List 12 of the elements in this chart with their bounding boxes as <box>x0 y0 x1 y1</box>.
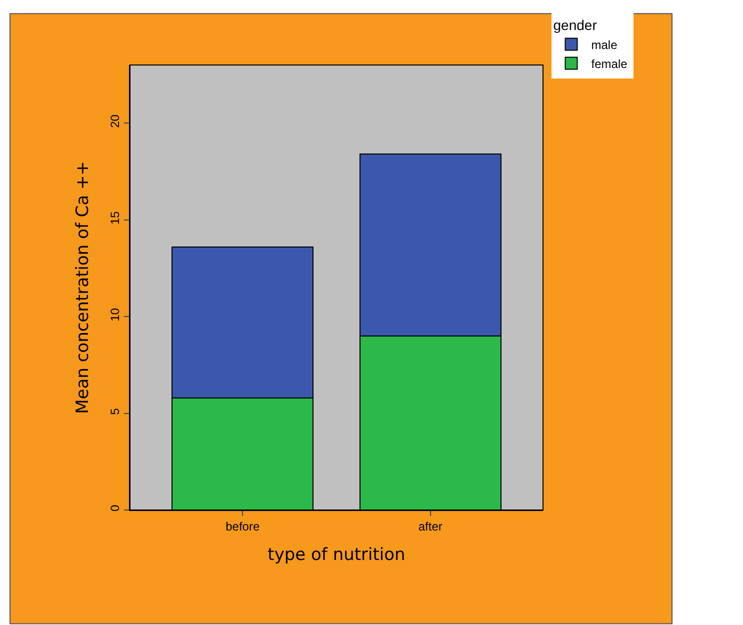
y-tick-label: 10 <box>108 308 122 322</box>
legend-title: gender <box>553 16 598 33</box>
legend-label: female <box>591 56 628 71</box>
y-tick-label: 20 <box>108 114 122 128</box>
y-tick-label: 0 <box>108 504 122 512</box>
y-tick-label: 15 <box>108 210 122 225</box>
x-axis-title: type of nutrition <box>268 544 406 565</box>
y-axis-title: Mean concentration of Ca ++ <box>72 161 93 414</box>
legend-label: male <box>591 38 618 52</box>
x-tick-label: before <box>226 519 260 534</box>
x-tick-label: after <box>418 519 442 534</box>
y-tick-label: 5 <box>108 408 122 415</box>
